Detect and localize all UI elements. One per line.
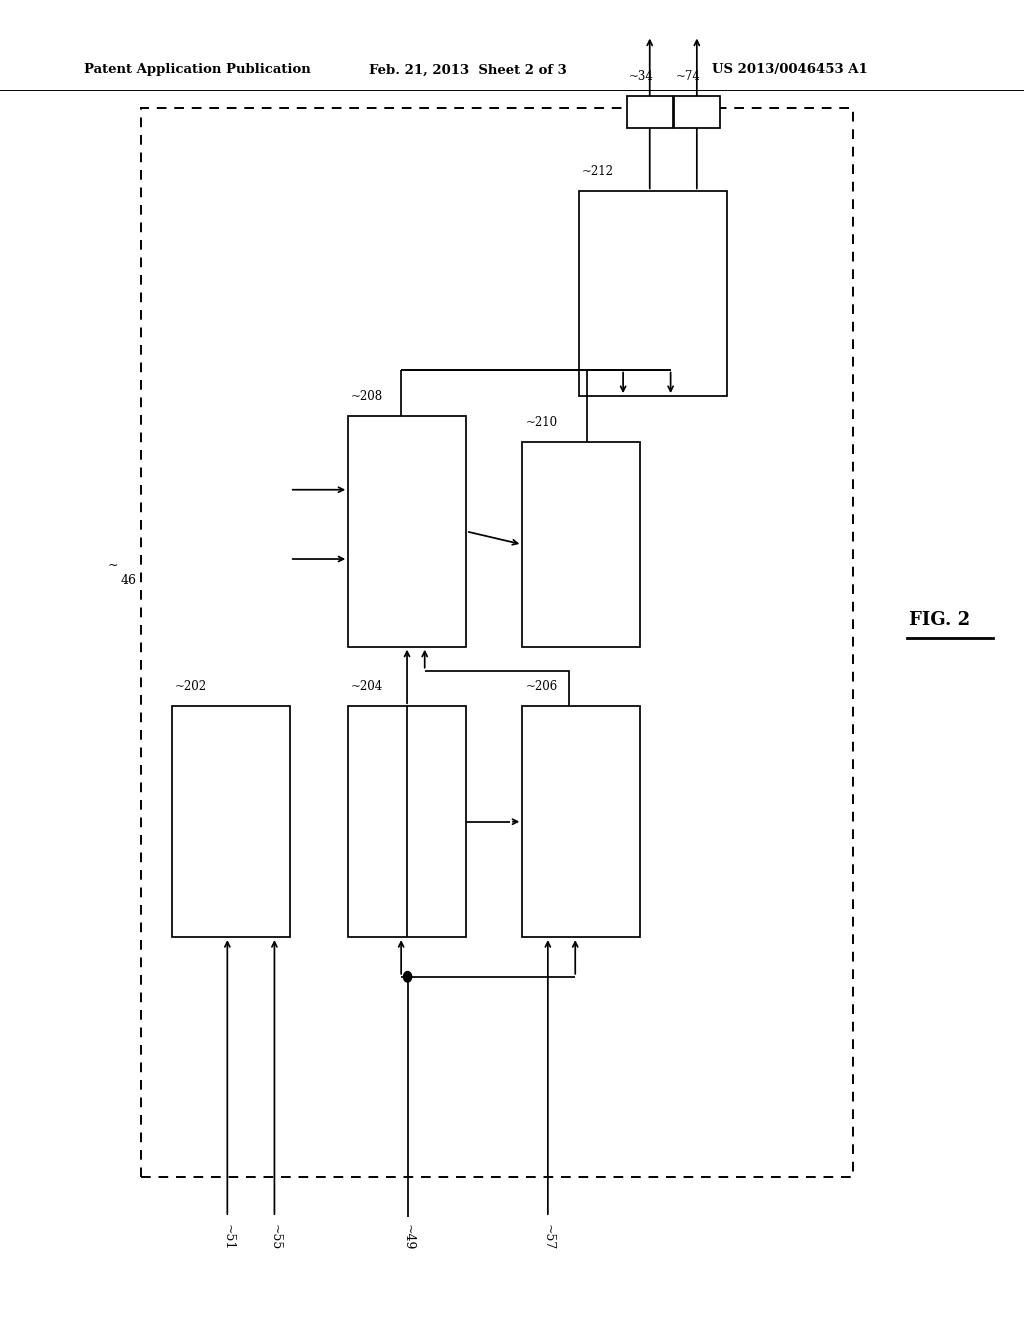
Text: 46: 46 bbox=[121, 574, 137, 587]
Bar bbox=[348, 416, 466, 647]
Text: ~51: ~51 bbox=[221, 1224, 234, 1250]
Text: ~: ~ bbox=[108, 558, 118, 572]
Bar bbox=[522, 706, 640, 937]
Text: ~202: ~202 bbox=[175, 680, 207, 693]
Text: ~206: ~206 bbox=[525, 680, 557, 693]
Text: ~74: ~74 bbox=[676, 70, 700, 83]
Text: ~210: ~210 bbox=[525, 416, 557, 429]
Bar bbox=[172, 706, 290, 937]
Text: US 2013/0046453 A1: US 2013/0046453 A1 bbox=[712, 63, 867, 77]
Text: ~34: ~34 bbox=[629, 70, 653, 83]
Text: ~49: ~49 bbox=[401, 1224, 415, 1250]
Text: ~57: ~57 bbox=[542, 1224, 555, 1250]
Bar bbox=[674, 96, 720, 128]
Text: Feb. 21, 2013  Sheet 2 of 3: Feb. 21, 2013 Sheet 2 of 3 bbox=[369, 63, 566, 77]
Bar bbox=[627, 96, 673, 128]
Bar bbox=[579, 191, 727, 396]
Bar bbox=[141, 108, 853, 1177]
Text: Patent Application Publication: Patent Application Publication bbox=[84, 63, 310, 77]
Circle shape bbox=[403, 972, 412, 982]
Bar bbox=[522, 442, 640, 647]
Text: FIG. 2: FIG. 2 bbox=[909, 611, 971, 630]
Text: ~212: ~212 bbox=[582, 165, 613, 178]
Text: ~204: ~204 bbox=[351, 680, 383, 693]
Text: ~55: ~55 bbox=[268, 1224, 282, 1250]
Text: ~208: ~208 bbox=[351, 389, 383, 403]
Bar bbox=[348, 706, 466, 937]
